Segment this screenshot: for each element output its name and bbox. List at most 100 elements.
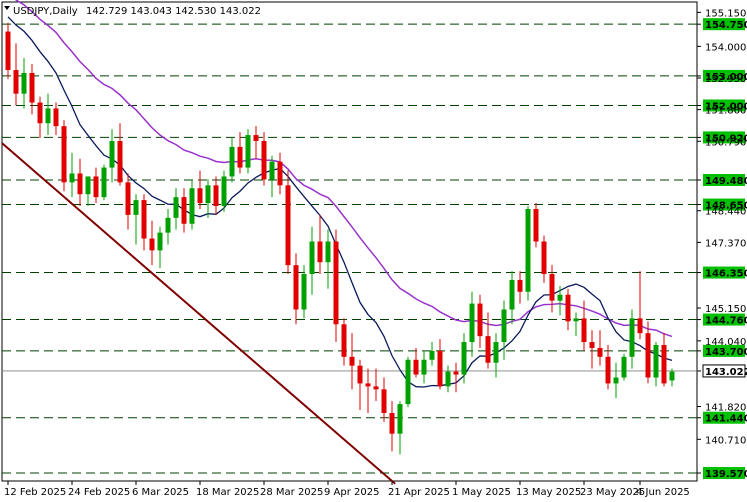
candle-body (109, 140, 115, 168)
candle-body (661, 344, 667, 384)
level-tag (703, 266, 745, 279)
time-tick-label: 24 Feb 2025 (68, 487, 130, 498)
candle-body (61, 126, 67, 183)
candle-body (125, 182, 131, 215)
candle-body (141, 200, 147, 239)
candle-body (77, 173, 83, 195)
candle-body (461, 342, 467, 375)
candle-body (645, 333, 651, 378)
candle-body (213, 185, 219, 207)
level-tag-label: 139.570 (705, 469, 747, 480)
slow-moving-average-line (15, 0, 673, 338)
level-tag (703, 411, 745, 424)
level-tag (703, 173, 745, 186)
candle-body (261, 140, 267, 180)
descending-trendline (1, 142, 396, 485)
candle-body (597, 347, 603, 357)
candle-body (557, 294, 563, 301)
candle-body (429, 350, 435, 360)
candle-body (525, 208, 531, 292)
candle-body (69, 173, 75, 183)
candle-body (357, 365, 363, 384)
candle-body (157, 232, 163, 251)
price-tick-label: 147.370 (705, 238, 746, 249)
candle-body (533, 208, 539, 242)
level-tag-label: 152.000 (705, 101, 747, 112)
price-tick-label: 152.930 (705, 74, 746, 85)
time-tick-label: 9 Apr 2025 (324, 487, 379, 498)
candle-body (13, 70, 19, 94)
candle-body (613, 377, 619, 384)
price-tick-label: 141.820 (705, 402, 746, 413)
candle-body (397, 404, 403, 434)
candle-body (501, 309, 507, 343)
price-tick-label: 154.000 (705, 42, 746, 53)
candle-body (253, 135, 259, 141)
candle-body (605, 356, 611, 384)
candle-body (485, 336, 491, 363)
price-tick-label: 151.860 (705, 106, 746, 117)
time-tick-label: 4 Jun 2025 (636, 487, 690, 498)
candle-body (437, 350, 443, 387)
time-tick-label: 21 Apr 2025 (388, 487, 450, 498)
candle-body (413, 359, 419, 375)
time-tick-label: 18 Mar 2025 (196, 487, 259, 498)
candle-body (341, 324, 347, 357)
candle-body (21, 72, 27, 94)
candle-body (637, 318, 643, 334)
time-tick-label: 28 Mar 2025 (260, 487, 323, 498)
candle-body (373, 386, 379, 390)
candle-body (181, 197, 187, 224)
level-tag-label: 146.350 (705, 269, 747, 280)
price-tick-label: 155.150 (705, 8, 746, 19)
ohlc-readout: 142.729 143.043 142.530 143.022 (86, 6, 261, 17)
candle-body (589, 342, 595, 348)
candle-body (445, 371, 451, 387)
level-tag (703, 18, 745, 31)
level-tag-label: 141.440 (705, 414, 747, 425)
price-tick-label: 145.150 (705, 304, 746, 315)
chart-header: USDJPY,Daily 142.729 143.043 142.530 143… (4, 6, 261, 17)
time-axis: 12 Feb 2025 24 Feb 2025 6 Mar 2025 18 Mar 2… (4, 481, 690, 498)
candle-body (205, 185, 211, 204)
level-tag (703, 467, 745, 480)
level-tag-label: 153.000 (705, 72, 747, 83)
candle-body (133, 200, 139, 215)
candle-body (29, 72, 35, 103)
level-tag-label: 150.920 (705, 133, 747, 144)
plot-frame (1, 1, 698, 482)
level-tag (703, 344, 745, 357)
candle-body (653, 344, 659, 378)
candle-body (421, 359, 427, 375)
candle-body (93, 176, 99, 198)
candle-body (85, 176, 91, 195)
candle-body (5, 31, 11, 71)
level-tag (703, 198, 745, 211)
level-tag (703, 131, 745, 144)
level-tag (703, 69, 745, 82)
candle-body (573, 318, 579, 322)
candle-body (453, 371, 459, 375)
candle-body (309, 241, 315, 275)
price-tick-label: 148.440 (705, 207, 746, 218)
dropdown-triangle-icon[interactable] (4, 6, 10, 10)
candle-body (325, 241, 331, 263)
candle-body (405, 359, 411, 405)
candles (5, 22, 675, 455)
candle-body (301, 274, 307, 310)
candle-body (669, 371, 675, 381)
candle-body (221, 176, 227, 207)
candle-body (565, 294, 571, 322)
candle-body (493, 342, 499, 363)
level-tag (703, 99, 745, 112)
candle-body (101, 167, 107, 198)
level-tag-label: 154.750 (705, 20, 747, 31)
candle-body (549, 274, 555, 301)
level-tag-label: 148.650 (705, 201, 747, 212)
candle-body (621, 356, 627, 378)
candle-body (117, 140, 123, 183)
